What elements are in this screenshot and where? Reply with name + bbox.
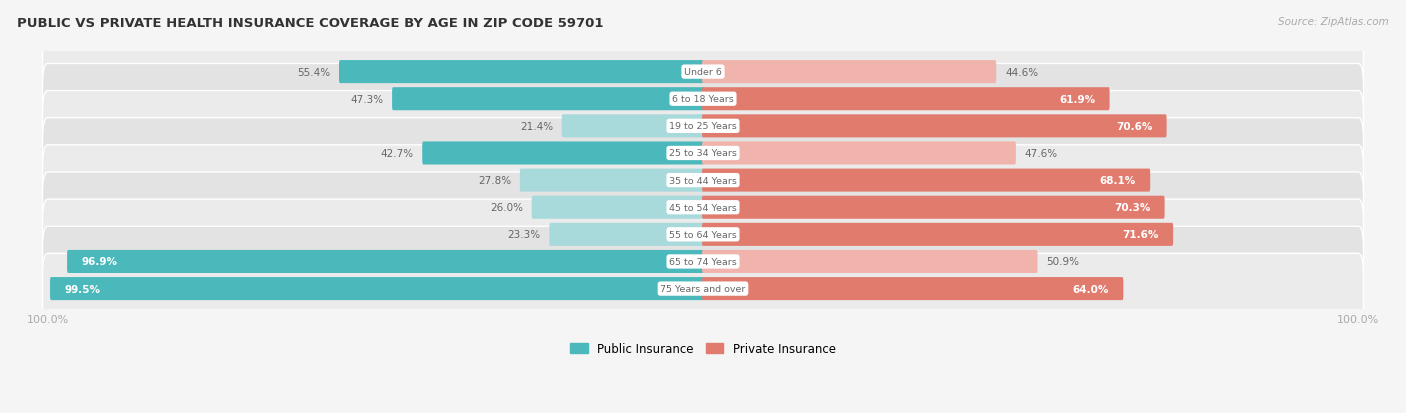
Text: 25 to 34 Years: 25 to 34 Years <box>669 149 737 158</box>
Text: Under 6: Under 6 <box>685 68 721 77</box>
Text: 99.5%: 99.5% <box>65 284 100 294</box>
Text: 45 to 54 Years: 45 to 54 Years <box>669 203 737 212</box>
Text: 27.8%: 27.8% <box>478 176 510 186</box>
Text: 6 to 18 Years: 6 to 18 Years <box>672 95 734 104</box>
Text: 71.6%: 71.6% <box>1122 230 1159 240</box>
Text: 47.6%: 47.6% <box>1025 149 1057 159</box>
FancyBboxPatch shape <box>550 223 704 246</box>
FancyBboxPatch shape <box>42 173 1364 243</box>
Text: 19 to 25 Years: 19 to 25 Years <box>669 122 737 131</box>
FancyBboxPatch shape <box>42 199 1364 270</box>
Text: 61.9%: 61.9% <box>1059 95 1095 104</box>
Text: 70.3%: 70.3% <box>1114 203 1150 213</box>
FancyBboxPatch shape <box>42 91 1364 162</box>
Text: 23.3%: 23.3% <box>508 230 540 240</box>
Text: 68.1%: 68.1% <box>1099 176 1136 186</box>
FancyBboxPatch shape <box>42 145 1364 216</box>
FancyBboxPatch shape <box>339 61 704 84</box>
FancyBboxPatch shape <box>531 196 704 219</box>
FancyBboxPatch shape <box>42 37 1364 108</box>
Text: 64.0%: 64.0% <box>1073 284 1109 294</box>
Text: 21.4%: 21.4% <box>520 121 553 131</box>
FancyBboxPatch shape <box>67 250 704 273</box>
Text: 35 to 44 Years: 35 to 44 Years <box>669 176 737 185</box>
Text: 42.7%: 42.7% <box>380 149 413 159</box>
FancyBboxPatch shape <box>702 223 1173 246</box>
FancyBboxPatch shape <box>702 196 1164 219</box>
Text: 26.0%: 26.0% <box>489 203 523 213</box>
FancyBboxPatch shape <box>42 254 1364 324</box>
Text: Source: ZipAtlas.com: Source: ZipAtlas.com <box>1278 17 1389 26</box>
Text: 65 to 74 Years: 65 to 74 Years <box>669 257 737 266</box>
FancyBboxPatch shape <box>702 115 1167 138</box>
FancyBboxPatch shape <box>422 142 704 165</box>
FancyBboxPatch shape <box>42 227 1364 297</box>
Text: 75 Years and over: 75 Years and over <box>661 285 745 293</box>
Text: 47.3%: 47.3% <box>350 95 384 104</box>
FancyBboxPatch shape <box>702 142 1017 165</box>
FancyBboxPatch shape <box>702 61 997 84</box>
Text: 96.9%: 96.9% <box>82 257 117 267</box>
FancyBboxPatch shape <box>42 119 1364 189</box>
Text: 55.4%: 55.4% <box>297 67 330 77</box>
FancyBboxPatch shape <box>392 88 704 111</box>
FancyBboxPatch shape <box>51 278 704 300</box>
FancyBboxPatch shape <box>702 169 1150 192</box>
Text: 55 to 64 Years: 55 to 64 Years <box>669 230 737 239</box>
FancyBboxPatch shape <box>520 169 704 192</box>
Text: 44.6%: 44.6% <box>1005 67 1038 77</box>
FancyBboxPatch shape <box>702 88 1109 111</box>
Text: 50.9%: 50.9% <box>1046 257 1080 267</box>
FancyBboxPatch shape <box>42 64 1364 135</box>
FancyBboxPatch shape <box>702 250 1038 273</box>
Legend: Public Insurance, Private Insurance: Public Insurance, Private Insurance <box>565 337 841 360</box>
Text: PUBLIC VS PRIVATE HEALTH INSURANCE COVERAGE BY AGE IN ZIP CODE 59701: PUBLIC VS PRIVATE HEALTH INSURANCE COVER… <box>17 17 603 29</box>
Text: 70.6%: 70.6% <box>1116 121 1153 131</box>
FancyBboxPatch shape <box>702 278 1123 300</box>
FancyBboxPatch shape <box>562 115 704 138</box>
